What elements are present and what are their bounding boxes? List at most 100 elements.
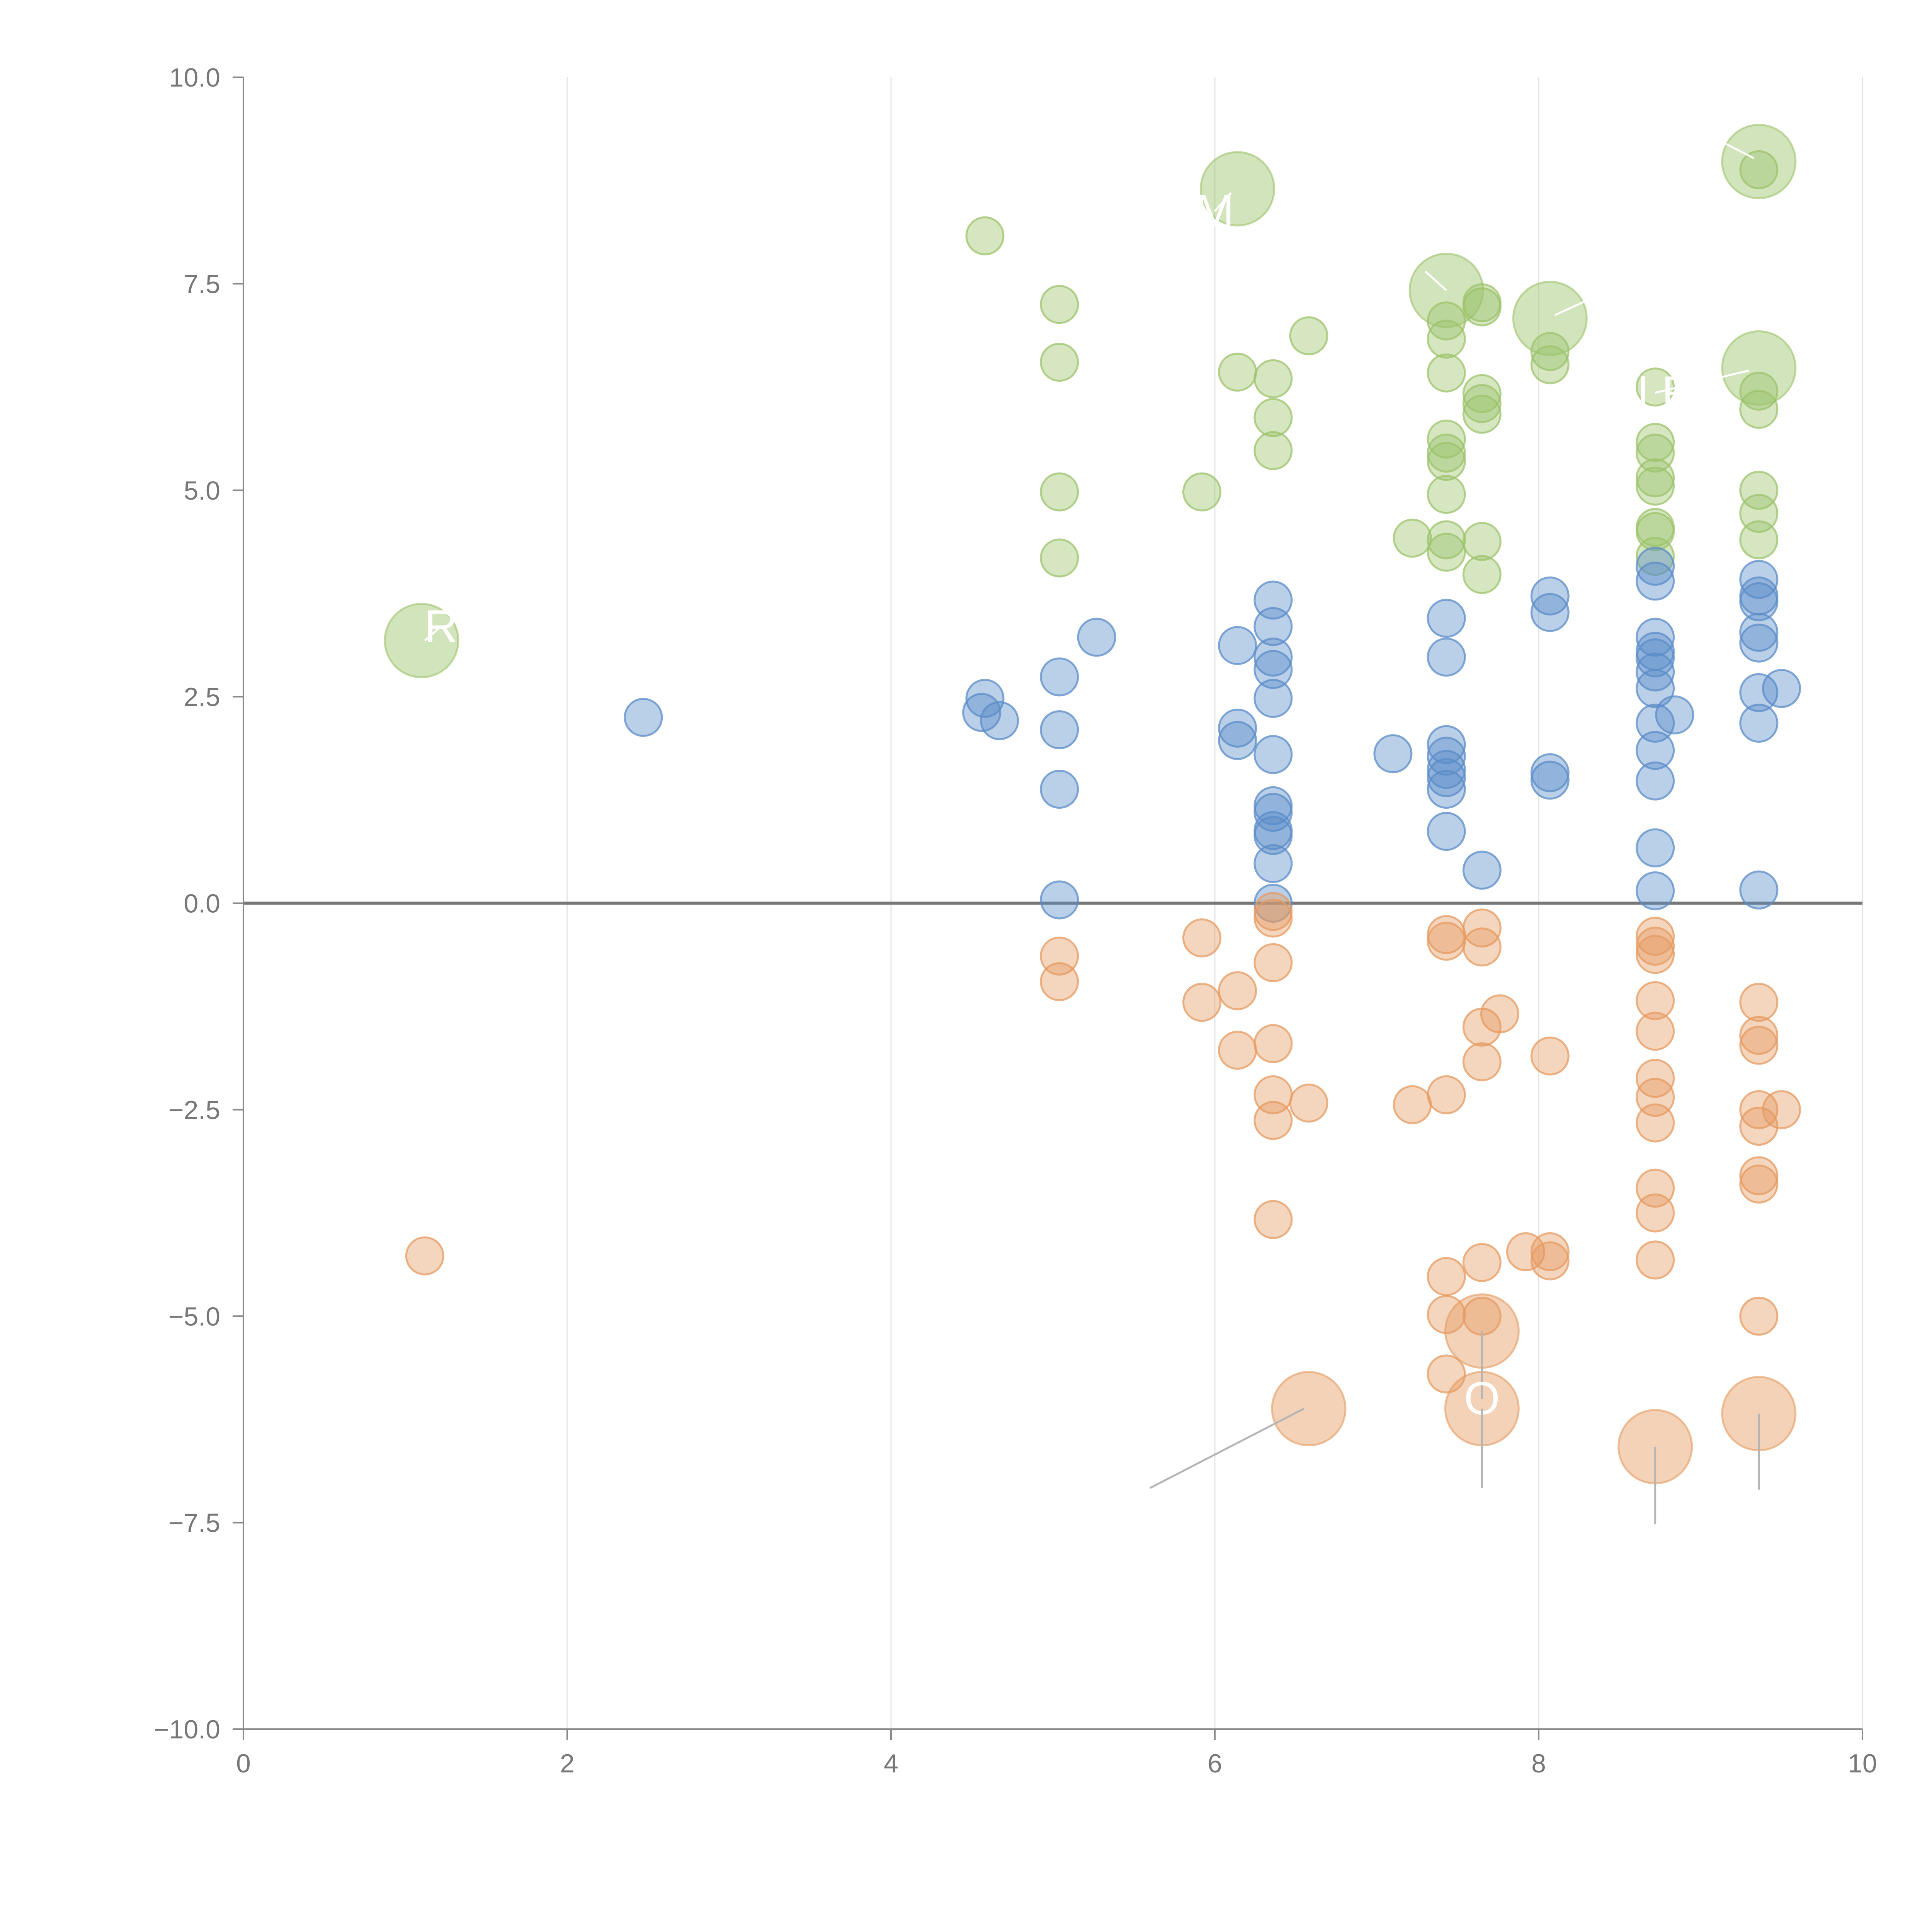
blue-point xyxy=(965,679,1005,718)
green-point xyxy=(1636,367,1675,407)
blue-point xyxy=(1655,695,1694,735)
orange-point xyxy=(1253,898,1293,938)
green-point xyxy=(1427,419,1466,459)
orange-highlight-point xyxy=(1271,1371,1347,1447)
blue-point xyxy=(1040,880,1079,920)
orange-point xyxy=(1462,1243,1502,1282)
orange-point xyxy=(1739,1016,1779,1055)
y-tick-label: −7.5 xyxy=(168,1509,220,1538)
y-tick-label: 10.0 xyxy=(169,63,220,92)
orange-point xyxy=(1393,1085,1432,1124)
blue-point xyxy=(1636,638,1675,678)
green-point xyxy=(1427,520,1466,560)
blue-point xyxy=(1636,761,1675,801)
annotation-label: N R xyxy=(1615,367,1695,418)
green-point xyxy=(1253,359,1293,398)
blue-point xyxy=(1739,582,1779,621)
blue-point xyxy=(1218,708,1257,748)
orange-point xyxy=(1762,1090,1801,1129)
orange-point xyxy=(1462,1042,1502,1082)
green-highlight-point xyxy=(384,603,459,679)
blue-point xyxy=(1530,593,1570,632)
blue-point xyxy=(1253,638,1293,677)
annotation-leader-line xyxy=(1600,79,1755,159)
annotation-leader-line xyxy=(1150,1408,1304,1489)
blue-point xyxy=(1373,734,1413,774)
orange-point xyxy=(1636,1012,1675,1051)
x-tick-label: 10 xyxy=(1848,1749,1877,1778)
x-tick-label: 2 xyxy=(560,1749,575,1778)
green-point xyxy=(1393,519,1432,558)
orange-point xyxy=(1289,1083,1328,1123)
green-point xyxy=(1040,472,1079,512)
orange-point xyxy=(1636,935,1675,974)
green-point xyxy=(1739,150,1779,189)
green-highlight-point xyxy=(1721,330,1797,406)
orange-point xyxy=(1462,927,1502,967)
green-point xyxy=(1427,474,1466,514)
blue-point xyxy=(1530,576,1570,616)
orange-point xyxy=(1530,1036,1570,1076)
green-point xyxy=(1427,353,1466,393)
blue-point xyxy=(1040,657,1079,697)
blue-point xyxy=(1739,704,1779,743)
orange-point xyxy=(1253,1101,1293,1140)
orange-point xyxy=(1530,1241,1570,1281)
y-tick-label: −5.0 xyxy=(168,1302,220,1331)
highlighted-points xyxy=(384,124,1797,1485)
orange-point xyxy=(1530,1232,1570,1272)
orange-point xyxy=(1218,971,1257,1010)
orange-point xyxy=(1480,994,1519,1034)
blue-point xyxy=(1040,710,1079,750)
green-point xyxy=(1739,520,1779,560)
blue-point xyxy=(1427,736,1466,776)
green-point xyxy=(1462,555,1502,594)
green-point xyxy=(1253,398,1293,437)
green-point xyxy=(965,216,1005,255)
blue-point xyxy=(1253,679,1293,718)
green-point xyxy=(1218,352,1257,392)
orange-point xyxy=(1253,943,1293,982)
green-point xyxy=(1636,423,1675,462)
green-point xyxy=(1040,342,1079,382)
blue-point xyxy=(1636,669,1675,708)
orange-point xyxy=(1739,1296,1779,1336)
blue-point xyxy=(1636,704,1675,743)
blue-point xyxy=(1530,760,1570,800)
annotations: RMN RO xyxy=(424,79,1760,1524)
data-points xyxy=(405,150,1801,1394)
annotation-label: R xyxy=(424,600,458,652)
green-point xyxy=(1427,320,1466,359)
orange-point xyxy=(1636,1193,1675,1233)
green-point xyxy=(1040,538,1079,578)
orange-point xyxy=(1427,1257,1466,1296)
blue-point xyxy=(1427,599,1466,638)
annotation-leader-line xyxy=(424,626,442,641)
annotation-leader-line xyxy=(1214,192,1232,212)
green-point xyxy=(1289,316,1328,355)
blue-point xyxy=(1636,546,1675,586)
blue-point xyxy=(1253,884,1293,923)
green-highlight-point xyxy=(1512,281,1588,356)
green-point xyxy=(1253,431,1293,470)
annotation-leader-line xyxy=(1655,369,1750,394)
blue-point xyxy=(1739,623,1779,663)
green-point xyxy=(1462,374,1502,413)
green-point xyxy=(1427,442,1466,481)
orange-point xyxy=(1253,1024,1293,1063)
blue-point xyxy=(1636,828,1675,867)
blue-point xyxy=(1253,816,1293,855)
orange-point xyxy=(1182,918,1221,957)
blue-point xyxy=(1739,560,1779,599)
y-tick-label: −10.0 xyxy=(154,1715,220,1744)
blue-point xyxy=(1739,612,1779,652)
blue-point xyxy=(1253,607,1293,646)
green-highlight-point xyxy=(1721,124,1797,199)
orange-point xyxy=(1427,922,1466,961)
blue-point xyxy=(1636,871,1675,910)
blue-point xyxy=(1427,758,1466,798)
blue-point xyxy=(1739,870,1779,910)
blue-point xyxy=(1427,770,1466,809)
blue-point xyxy=(1636,617,1675,657)
